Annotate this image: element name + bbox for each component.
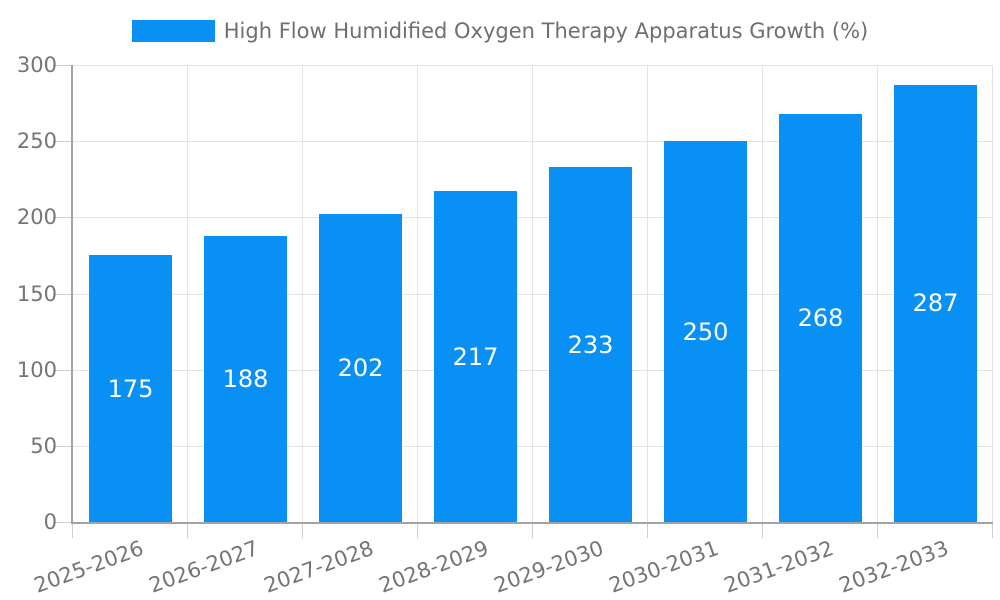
y-axis-tick-label: 0 [43,510,57,534]
bar[interactable]: 217 [434,191,517,522]
y-gridline [73,141,993,143]
x-gridline [877,65,878,522]
x-tick-mark [762,522,763,538]
y-gridline [73,445,993,447]
legend-swatch [131,20,215,42]
y-tick-mark [53,369,73,371]
x-axis-label: 2032-2033 [835,536,952,598]
bar[interactable]: 202 [319,214,402,522]
y-gridline [73,369,993,371]
x-tick-mark [72,522,73,538]
y-tick-mark [53,65,73,66]
x-tick-mark [992,522,993,538]
y-tick-mark [53,217,73,219]
x-axis-label: 2029-2030 [490,536,607,598]
x-tick-mark [877,522,878,538]
bar-value-label: 233 [567,330,614,359]
x-gridline [647,65,648,522]
bar-value-label: 202 [337,354,384,383]
x-axis-line [71,522,993,524]
y-gridline [73,293,993,295]
y-axis-tick-label: 50 [30,433,57,458]
x-axis-label: 2030-2031 [605,536,722,598]
x-gridline [762,65,763,522]
y-gridline [73,65,993,66]
y-gridline [73,217,993,219]
x-tick-mark [532,522,533,538]
x-axis-label: 2026-2027 [145,536,262,598]
plot-area: 0 50 100 150 200 250 300 175 188 202 217 233 250 268 2… [17,53,993,598]
y-tick-mark [53,445,73,447]
x-tick-mark [647,522,648,538]
x-axis-label: 2031-2032 [720,536,837,598]
y-tick-mark [53,293,73,295]
x-gridline [187,65,188,522]
bar[interactable]: 287 [894,84,977,522]
bar[interactable]: 268 [779,113,862,522]
y-tick-mark [53,522,73,523]
y-tick-mark [53,141,73,143]
bar[interactable]: 250 [664,141,747,522]
x-axis-label: 2028-2029 [375,536,492,598]
x-gridline [302,65,303,522]
bar[interactable]: 175 [89,255,172,522]
x-axis-label: 2027-2028 [260,536,377,598]
bar[interactable]: 188 [204,235,287,522]
legend[interactable]: High Flow Humidified Oxygen Therapy Appa… [0,19,1000,43]
x-gridline [992,65,993,522]
y-axis-line [71,65,73,522]
bar[interactable]: 233 [549,167,632,522]
y-axis-tick-label: 200 [16,205,57,230]
legend-label: High Flow Humidified Oxygen Therapy Appa… [223,19,869,43]
y-axis-tick-label: 250 [16,129,57,154]
y-axis-tick-label: 300 [16,53,57,77]
y-axis-tick-label: 150 [16,281,57,306]
y-axis-tick-label: 100 [16,357,57,382]
bar-value-label: 175 [107,374,154,403]
x-tick-mark [187,522,188,538]
x-gridline [532,65,533,522]
x-axis-label: 2025-2026 [30,536,147,598]
x-tick-mark [417,522,418,538]
bar-value-label: 268 [797,303,844,332]
bar-value-label: 287 [912,289,959,318]
bar-value-label: 217 [452,342,499,371]
bar-value-label: 188 [222,364,269,393]
bar-value-label: 250 [682,317,729,346]
x-gridline [417,65,418,522]
x-tick-mark [302,522,303,538]
